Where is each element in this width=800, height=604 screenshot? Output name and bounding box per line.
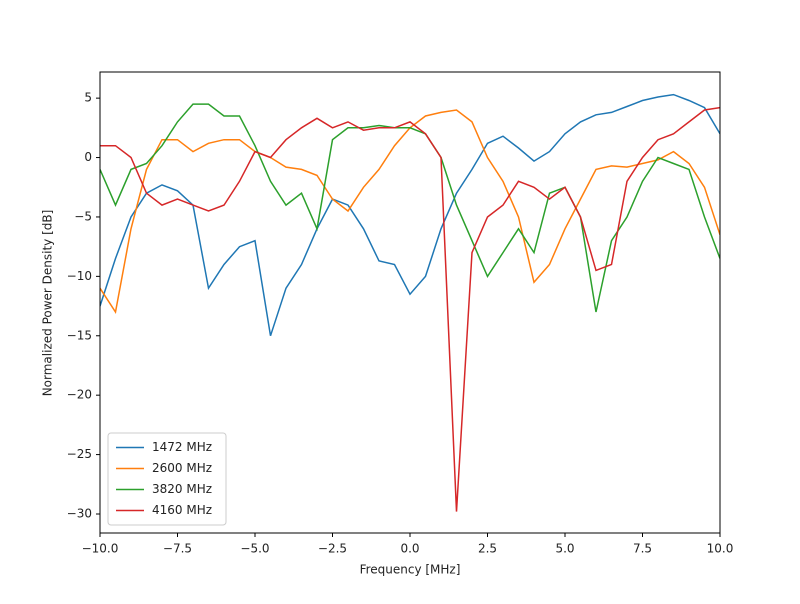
- y-tick-label: −20: [67, 388, 92, 402]
- x-tick-label: 5.0: [555, 542, 574, 556]
- x-tick-label: 7.5: [633, 542, 652, 556]
- x-tick-label: 0.0: [400, 542, 419, 556]
- x-tick-label: 10.0: [707, 542, 734, 556]
- y-tick-label: 5: [84, 91, 92, 105]
- series-line: [100, 106, 720, 512]
- legend-label: 3820 MHz: [152, 482, 212, 496]
- legend-box: [107, 432, 227, 526]
- y-axis-label: Normalized Power Density [dB]: [41, 210, 55, 397]
- x-tick-label: −7.5: [163, 542, 192, 556]
- y-tick-label: 0: [84, 150, 92, 164]
- series-line: [100, 93, 720, 337]
- x-tick-label: −2.5: [318, 542, 347, 556]
- y-tick-label: −30: [67, 506, 92, 520]
- y-tick-label: −5: [74, 209, 92, 223]
- x-axis-label: Frequency [MHz]: [360, 563, 461, 577]
- x-tick-label: −10.0: [82, 542, 119, 556]
- y-tick-label: −15: [67, 328, 92, 342]
- legend-label: 2600 MHz: [152, 461, 212, 475]
- plot-frame: [99, 71, 721, 534]
- x-tick-label: −5.0: [240, 542, 269, 556]
- y-tick-label: −25: [67, 447, 92, 461]
- legend-label: 1472 MHz: [152, 440, 212, 454]
- legend-label: 4160 MHz: [152, 503, 212, 517]
- series-line: [100, 109, 720, 314]
- x-tick-label: 2.5: [478, 542, 497, 556]
- y-tick-label: −10: [67, 269, 92, 283]
